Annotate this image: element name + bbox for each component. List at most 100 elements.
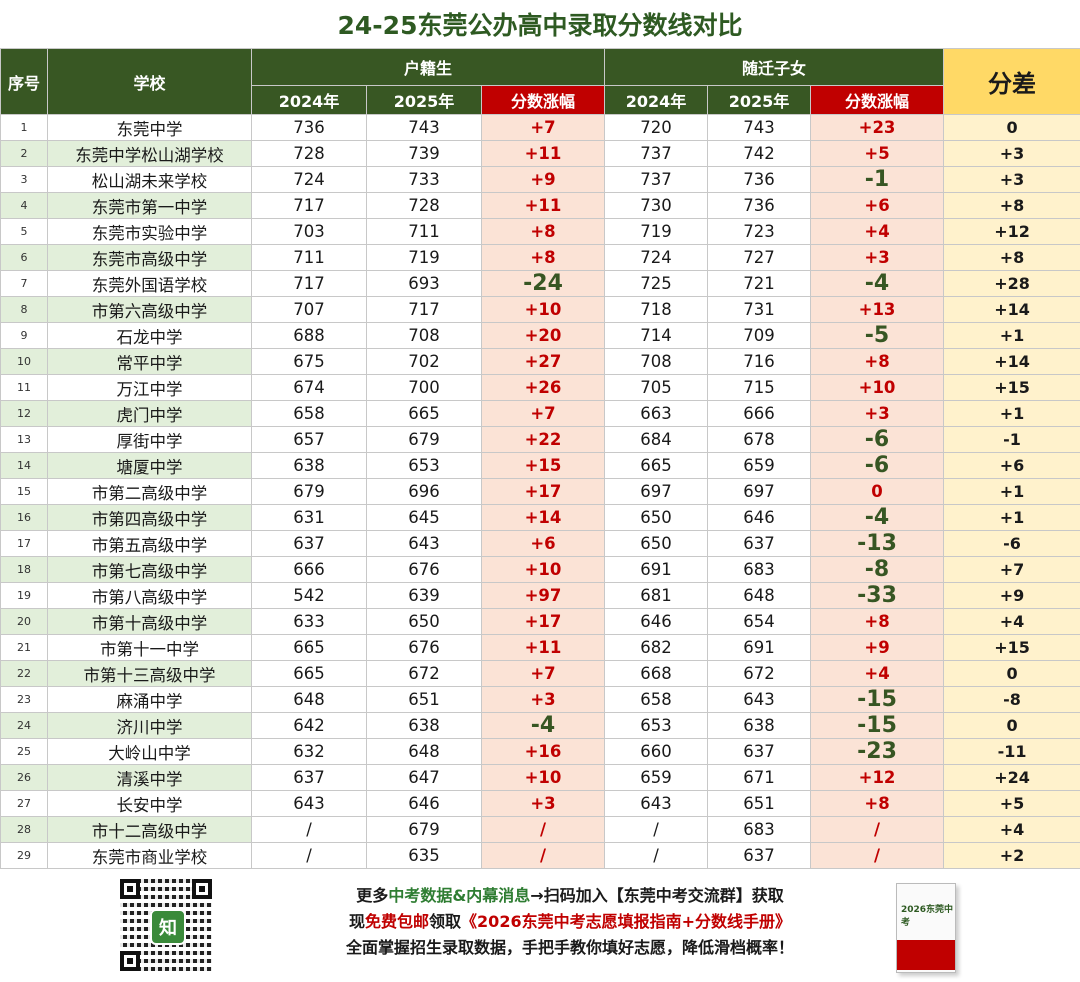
score-gap-cell: +3 <box>943 140 1080 167</box>
suiqian-delta-cell: 0 <box>810 478 945 505</box>
suiqian-2025-cell: 683 <box>707 556 812 583</box>
huji-2024-cell: 665 <box>251 634 367 661</box>
huji-delta-cell: +3 <box>480 790 606 817</box>
score-gap-cell: -11 <box>943 738 1080 765</box>
huji-delta-cell: +16 <box>480 738 606 765</box>
suiqian-2024-cell: 660 <box>604 738 709 765</box>
school-name-cell: 市第四高级中学 <box>47 504 252 531</box>
huji-2025-cell: 733 <box>366 166 482 193</box>
suiqian-2024-cell: 658 <box>604 686 709 713</box>
suiqian-2024-cell: 720 <box>604 114 709 141</box>
suiqian-2025-cell: 721 <box>707 270 812 297</box>
school-name-cell: 大岭山中学 <box>47 738 252 765</box>
huji-delta-cell: +8 <box>480 244 606 271</box>
suiqian-delta-cell: -8 <box>810 556 945 583</box>
huji-2025-cell: 672 <box>366 660 482 687</box>
score-gap-cell: 0 <box>943 660 1080 687</box>
suiqian-2024-cell: 697 <box>604 478 709 505</box>
suiqian-2025-cell: 697 <box>707 478 812 505</box>
row-index-cell: 17 <box>0 530 48 557</box>
row-index-cell: 16 <box>0 504 48 531</box>
table-row: 10 常平中学 675 702 +27 708 716 +8 +14 <box>0 348 1080 375</box>
school-name-cell: 万江中学 <box>47 374 252 401</box>
score-gap-cell: +24 <box>943 764 1080 791</box>
huji-2025-cell: 702 <box>366 348 482 375</box>
row-index-cell: 5 <box>0 218 48 245</box>
suiqian-2024-cell: 714 <box>604 322 709 349</box>
huji-2025-cell: 728 <box>366 192 482 219</box>
school-name-cell: 东莞市第一中学 <box>47 192 252 219</box>
suiqian-delta-cell: -6 <box>810 452 945 479</box>
suiqian-2025-cell: 736 <box>707 166 812 193</box>
table-row: 17 市第五高级中学 637 643 +6 650 637 -13 -6 <box>0 530 1080 557</box>
suiqian-2025-cell: 651 <box>707 790 812 817</box>
school-name-cell: 市十二高级中学 <box>47 816 252 843</box>
suiqian-delta-cell: -15 <box>810 712 945 739</box>
table-row: 13 厚街中学 657 679 +22 684 678 -6 -1 <box>0 426 1080 453</box>
huji-delta-cell: +7 <box>480 114 606 141</box>
score-gap-cell: +12 <box>943 218 1080 245</box>
suiqian-2025-cell: 638 <box>707 712 812 739</box>
col-header-suiqian-delta: 分数涨幅 <box>810 85 945 115</box>
suiqian-2025-cell: 643 <box>707 686 812 713</box>
huji-2024-cell: 658 <box>251 400 367 427</box>
table-row: 23 麻涌中学 648 651 +3 658 643 -15 -8 <box>0 686 1080 713</box>
suiqian-2024-cell: 643 <box>604 790 709 817</box>
huji-2024-cell: / <box>251 816 367 843</box>
suiqian-2024-cell: / <box>604 842 709 869</box>
col-header-huji-delta: 分数涨幅 <box>480 85 606 115</box>
table-row: 21 市第十一中学 665 676 +11 682 691 +9 +15 <box>0 634 1080 661</box>
huji-2025-cell: 676 <box>366 556 482 583</box>
score-gap-cell: +14 <box>943 296 1080 323</box>
score-gap-cell: +4 <box>943 816 1080 843</box>
huji-2024-cell: 666 <box>251 556 367 583</box>
table-row: 7 东莞外国语学校 717 693 -24 725 721 -4 +28 <box>0 270 1080 297</box>
huji-2024-cell: 736 <box>251 114 367 141</box>
book-title: 2026东莞中考 <box>901 905 954 928</box>
row-index-cell: 4 <box>0 192 48 219</box>
huji-delta-cell: +15 <box>480 452 606 479</box>
promo-line-1: 更多中考数据&内幕消息→扫码加入【东莞中考交流群】获取 <box>356 886 784 905</box>
school-name-cell: 市第五高级中学 <box>47 530 252 557</box>
huji-2024-cell: 717 <box>251 270 367 297</box>
huji-2025-cell: 645 <box>366 504 482 531</box>
suiqian-2024-cell: 663 <box>604 400 709 427</box>
row-index-cell: 26 <box>0 764 48 791</box>
score-gap-cell: +1 <box>943 504 1080 531</box>
school-name-cell: 市第十三高级中学 <box>47 660 252 687</box>
table-row: 16 市第四高级中学 631 645 +14 650 646 -4 +1 <box>0 504 1080 531</box>
huji-delta-cell: +8 <box>480 218 606 245</box>
suiqian-2025-cell: 715 <box>707 374 812 401</box>
suiqian-2024-cell: / <box>604 816 709 843</box>
table-row: 2 东莞中学松山湖学校 728 739 +11 737 742 +5 +3 <box>0 140 1080 167</box>
huji-delta-cell: +11 <box>480 140 606 167</box>
school-name-cell: 常平中学 <box>47 348 252 375</box>
promo-line-3: 全面掌握招生录取数据，手把手教你填好志愿，降低滑档概率！ <box>345 938 794 957</box>
row-index-cell: 15 <box>0 478 48 505</box>
score-gap-cell: +28 <box>943 270 1080 297</box>
huji-delta-cell: +20 <box>480 322 606 349</box>
table-row: 14 塘厦中学 638 653 +15 665 659 -6 +6 <box>0 452 1080 479</box>
suiqian-2024-cell: 719 <box>604 218 709 245</box>
qr-code[interactable]: 知 <box>120 879 212 971</box>
huji-2024-cell: 711 <box>251 244 367 271</box>
col-header-school: 学校 <box>47 48 252 115</box>
score-gap-cell: +1 <box>943 322 1080 349</box>
huji-2024-cell: 632 <box>251 738 367 765</box>
score-gap-cell: +5 <box>943 790 1080 817</box>
suiqian-2025-cell: 666 <box>707 400 812 427</box>
col-header-huji-2025: 2025年 <box>366 85 482 115</box>
school-name-cell: 虎门中学 <box>47 400 252 427</box>
row-index-cell: 28 <box>0 816 48 843</box>
huji-2025-cell: 648 <box>366 738 482 765</box>
suiqian-delta-cell: / <box>810 842 945 869</box>
suiqian-2025-cell: 671 <box>707 764 812 791</box>
suiqian-2024-cell: 725 <box>604 270 709 297</box>
school-name-cell: 厚街中学 <box>47 426 252 453</box>
suiqian-2024-cell: 737 <box>604 140 709 167</box>
row-index-cell: 25 <box>0 738 48 765</box>
suiqian-2025-cell: 637 <box>707 842 812 869</box>
group-header-huji: 户籍生 <box>250 48 606 86</box>
suiqian-2024-cell: 682 <box>604 634 709 661</box>
huji-delta-cell: / <box>480 842 606 869</box>
